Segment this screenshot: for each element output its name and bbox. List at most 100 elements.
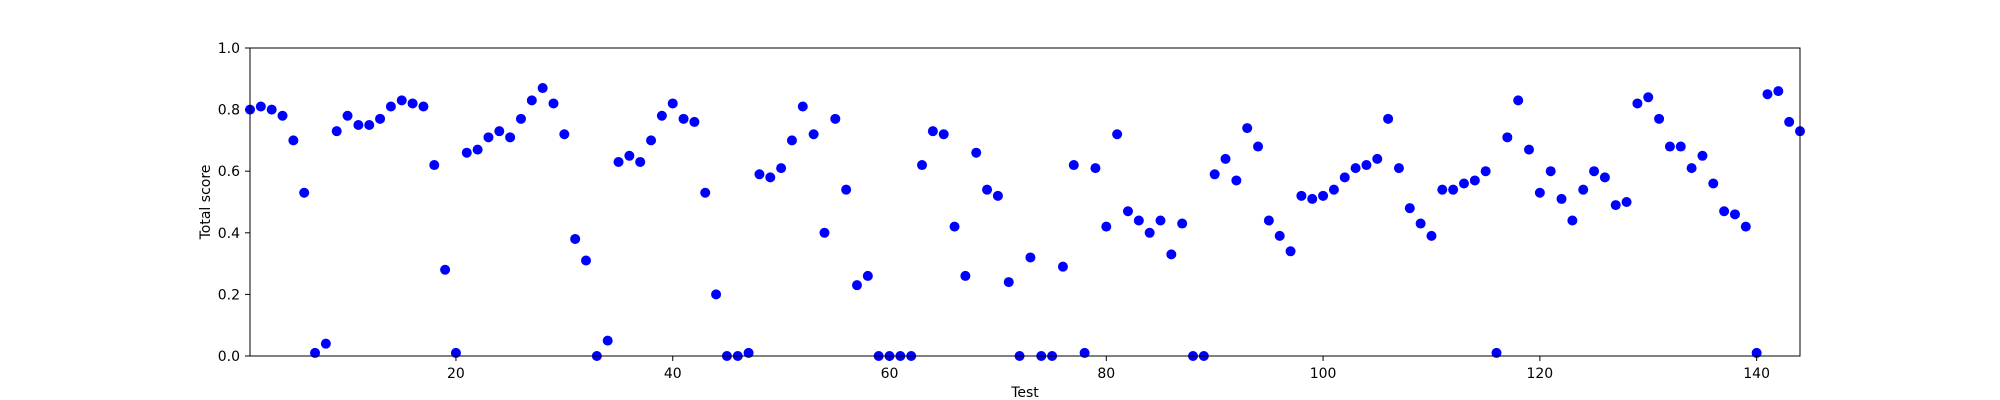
data-point	[1133, 215, 1144, 226]
data-point	[1274, 230, 1285, 241]
data-point	[1708, 178, 1719, 189]
data-point	[960, 270, 971, 281]
data-point	[602, 335, 613, 346]
data-point	[1372, 153, 1383, 164]
data-point	[1740, 221, 1751, 232]
data-point	[1253, 141, 1264, 152]
data-point	[841, 184, 852, 195]
data-point	[678, 113, 689, 124]
data-point	[1524, 144, 1535, 155]
data-point	[1057, 261, 1068, 272]
data-point	[1469, 175, 1480, 186]
data-point	[1090, 163, 1101, 174]
data-point	[635, 156, 646, 167]
data-point	[288, 135, 299, 146]
data-point	[1220, 153, 1231, 164]
data-point	[1296, 190, 1307, 201]
data-point	[797, 101, 808, 112]
data-point	[266, 104, 277, 115]
data-point	[570, 233, 581, 244]
y-tick-label: 0.6	[218, 164, 240, 180]
data-point	[1307, 193, 1318, 204]
data-point	[1415, 218, 1426, 229]
data-point	[1502, 132, 1513, 143]
data-point	[1144, 227, 1155, 238]
data-point	[1122, 206, 1133, 217]
data-point	[1762, 89, 1773, 100]
data-point	[483, 132, 494, 143]
data-point	[299, 187, 310, 198]
data-point	[1675, 141, 1686, 152]
data-point	[971, 147, 982, 158]
data-point	[1664, 141, 1675, 152]
data-point	[1448, 184, 1459, 195]
data-point	[1328, 184, 1339, 195]
data-point	[255, 101, 266, 112]
data-point	[613, 156, 624, 167]
data-point	[656, 110, 667, 121]
data-point	[808, 129, 819, 140]
data-point	[320, 338, 331, 349]
y-axis-ticks: 0.0 0.2 0.4 0.6 0.8 1.0	[218, 41, 250, 365]
plot-area-frame	[249, 47, 1801, 357]
data-point	[1068, 160, 1079, 171]
data-point	[407, 98, 418, 109]
data-point	[1686, 163, 1697, 174]
data-point	[375, 113, 386, 124]
data-point	[505, 132, 516, 143]
data-point	[461, 147, 472, 158]
data-point	[440, 264, 451, 275]
data-point	[1177, 218, 1188, 229]
data-point	[353, 120, 364, 130]
data-point	[1697, 150, 1708, 161]
data-point	[1263, 215, 1274, 226]
data-point	[559, 129, 570, 140]
data-point	[1231, 175, 1242, 186]
data-point	[646, 135, 657, 146]
data-point	[1003, 277, 1014, 288]
data-point	[1773, 86, 1784, 97]
data-point	[1393, 163, 1404, 174]
data-point	[494, 126, 505, 137]
data-points	[245, 83, 1805, 361]
x-axis-label: Test	[1010, 385, 1039, 400]
data-point	[754, 169, 765, 180]
data-point	[786, 135, 797, 146]
x-tick-label: 60	[881, 366, 899, 382]
data-point	[862, 270, 873, 281]
data-point	[1079, 347, 1090, 358]
data-point	[1112, 129, 1123, 140]
x-tick-label: 40	[664, 366, 682, 382]
data-point	[1513, 95, 1524, 106]
data-point	[331, 126, 342, 137]
data-point	[927, 126, 938, 137]
data-point	[743, 347, 754, 358]
data-point	[1458, 178, 1469, 189]
data-point	[1361, 160, 1372, 171]
data-point	[776, 163, 787, 174]
data-point	[938, 129, 949, 140]
data-point	[1643, 92, 1654, 103]
data-point	[689, 116, 700, 127]
data-point	[1242, 123, 1253, 134]
x-tick-label: 20	[447, 366, 465, 382]
x-tick-label: 120	[1526, 366, 1553, 382]
data-point	[1719, 206, 1730, 217]
data-point	[1285, 246, 1296, 257]
data-point	[1166, 249, 1177, 260]
data-point	[429, 160, 440, 171]
data-point	[819, 227, 830, 238]
data-point	[472, 144, 483, 155]
y-tick-label: 0.4	[218, 226, 240, 242]
data-point	[851, 280, 862, 291]
data-point	[982, 184, 993, 195]
data-point	[917, 160, 928, 171]
data-point	[1654, 113, 1665, 124]
data-point	[1751, 347, 1762, 358]
data-point	[992, 190, 1003, 201]
data-point	[700, 187, 711, 198]
data-point	[1556, 193, 1567, 204]
data-point	[1350, 163, 1361, 174]
data-point	[1545, 166, 1556, 177]
